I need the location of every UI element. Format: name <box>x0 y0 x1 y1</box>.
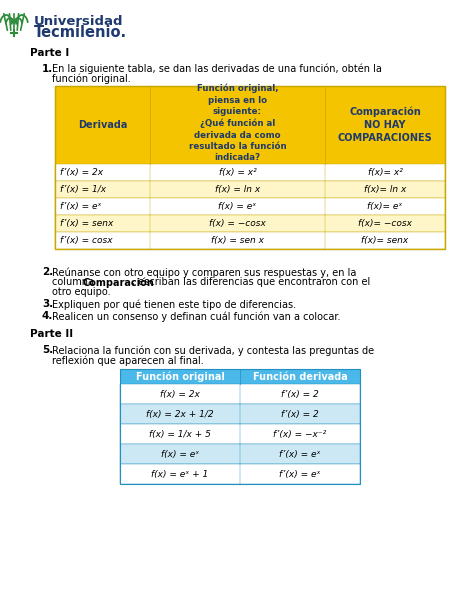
Text: f’(x) = 2x: f’(x) = 2x <box>60 168 103 177</box>
Text: Función original,
piensa en lo
siguiente:
¿Qué función al
derivada da como
resul: Función original, piensa en lo siguiente… <box>189 83 286 162</box>
Text: f(x)= eˣ: f(x)= eˣ <box>367 202 403 211</box>
Text: Parte I: Parte I <box>30 48 69 58</box>
Bar <box>120 464 360 484</box>
Text: f(x) = ln x: f(x) = ln x <box>215 185 260 194</box>
Text: función original.: función original. <box>52 74 131 85</box>
Text: f(x)= x²: f(x)= x² <box>367 168 402 177</box>
Text: 4.: 4. <box>42 311 54 321</box>
Text: f(x)= senx: f(x)= senx <box>361 236 409 245</box>
Text: Realicen un consenso y definan cuál función van a colocar.: Realicen un consenso y definan cuál func… <box>52 311 340 321</box>
Text: Comparación
NO HAY
COMPARACIONES: Comparación NO HAY COMPARACIONES <box>337 107 432 143</box>
Text: 3.: 3. <box>42 299 53 309</box>
Text: f’(x) = 1/x: f’(x) = 1/x <box>60 185 106 194</box>
Text: f(x) = eˣ + 1: f(x) = eˣ + 1 <box>151 470 209 479</box>
Text: Expliquen por qué tienen este tipo de diferencias.: Expliquen por qué tienen este tipo de di… <box>52 299 296 310</box>
Text: Relaciona la función con su derivada, y contesta las preguntas de: Relaciona la función con su derivada, y … <box>52 345 374 356</box>
Bar <box>55 181 445 198</box>
Text: f(x) = 2x + 1/2: f(x) = 2x + 1/2 <box>146 409 214 419</box>
Text: 5.: 5. <box>42 345 53 355</box>
Text: Derivada: Derivada <box>78 120 127 130</box>
Text: Tecmilenio.: Tecmilenio. <box>34 25 127 40</box>
Text: f(x) = x²: f(x) = x² <box>219 168 256 177</box>
Text: f’(x) = 2: f’(x) = 2 <box>281 409 319 419</box>
Bar <box>55 86 445 164</box>
Text: f’(x) = 2: f’(x) = 2 <box>281 389 319 398</box>
Bar <box>55 215 445 232</box>
Text: f’(x) = eˣ: f’(x) = eˣ <box>60 202 101 211</box>
Text: otro equipo.: otro equipo. <box>52 287 110 297</box>
Text: 1.: 1. <box>42 64 53 74</box>
Bar <box>120 369 360 484</box>
Bar <box>120 444 360 464</box>
Text: f(x) = eˣ: f(x) = eˣ <box>161 449 199 459</box>
Text: f’(x) = eˣ: f’(x) = eˣ <box>279 449 321 459</box>
Text: f(x) = sen x: f(x) = sen x <box>211 236 264 245</box>
Text: f(x)= −cosx: f(x)= −cosx <box>358 219 412 228</box>
Text: f(x) = 1/x + 5: f(x) = 1/x + 5 <box>149 430 211 438</box>
Bar <box>55 164 445 181</box>
Text: f’(x) = senx: f’(x) = senx <box>60 219 113 228</box>
Text: Comparación: Comparación <box>83 277 155 287</box>
Text: Función derivada: Función derivada <box>253 371 347 381</box>
Bar <box>120 404 360 424</box>
Bar <box>120 424 360 444</box>
Text: Parte II: Parte II <box>30 329 73 339</box>
Text: f(x)= ln x: f(x)= ln x <box>364 185 406 194</box>
Text: Universidad: Universidad <box>34 15 124 28</box>
Text: , escriban las diferencias que encontraron con el: , escriban las diferencias que encontrar… <box>132 277 370 287</box>
Text: f(x) = −cosx: f(x) = −cosx <box>209 219 266 228</box>
Text: reflexión que aparecen al final.: reflexión que aparecen al final. <box>52 355 204 365</box>
Bar <box>120 369 360 384</box>
Bar <box>120 384 360 404</box>
Text: Reúnanse con otro equipo y comparen sus respuestas y, en la: Reúnanse con otro equipo y comparen sus … <box>52 267 356 278</box>
Bar <box>55 232 445 249</box>
Text: columna: columna <box>52 277 97 287</box>
Text: f’(x) = eˣ: f’(x) = eˣ <box>279 470 321 479</box>
Text: f’(x) = cosx: f’(x) = cosx <box>60 236 113 245</box>
Text: Función original: Función original <box>136 371 224 382</box>
Text: f(x) = eˣ: f(x) = eˣ <box>219 202 256 211</box>
Text: En la siguiente tabla, se dan las derivadas de una función, obtén la: En la siguiente tabla, se dan las deriva… <box>52 64 382 75</box>
Text: f(x) = 2x: f(x) = 2x <box>160 389 200 398</box>
Bar <box>55 86 445 249</box>
Bar <box>55 198 445 215</box>
Text: f’(x) = −x⁻²: f’(x) = −x⁻² <box>273 430 327 438</box>
Text: 2.: 2. <box>42 267 53 277</box>
